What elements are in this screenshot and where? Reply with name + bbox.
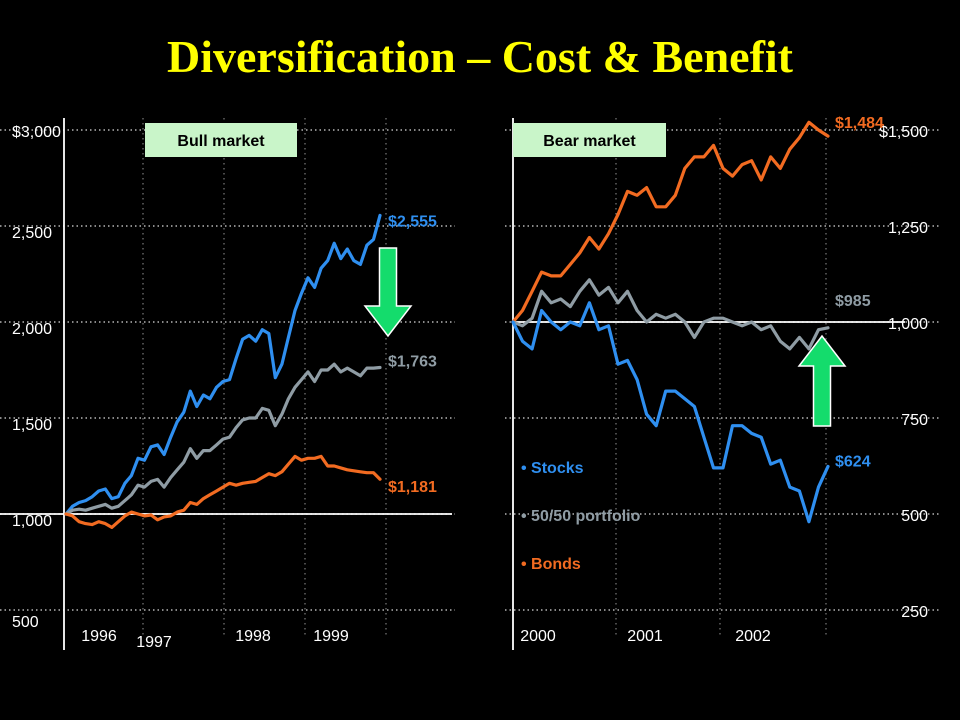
y-tick-label: $3,000 xyxy=(12,124,61,141)
x-tick-label: 2001 xyxy=(627,628,663,645)
bear-market-chart: $1,500 1,250 1,000 750 500 250 2000 2001 2002 $1,… xyxy=(505,115,940,650)
market-badge xyxy=(513,123,666,157)
legend-item-stocks: • Stocks xyxy=(521,460,584,477)
end-value-label-bonds: $1,484 xyxy=(835,115,884,132)
y-tick-label: 1,000 xyxy=(888,316,928,333)
x-tick-label: 2002 xyxy=(735,628,771,645)
arrow-up-icon xyxy=(797,334,847,427)
page-title: Diversification – Cost & Benefit xyxy=(167,31,793,82)
y-tick-label: 1,000 xyxy=(12,513,52,530)
y-tick-label: 500 xyxy=(901,508,928,525)
end-value-label-stocks: $2,555 xyxy=(388,213,437,230)
series-line-bonds xyxy=(511,120,830,324)
x-tick-label: 1998 xyxy=(235,628,271,645)
y-tick-label: 750 xyxy=(901,412,928,429)
legend: • Stocks • 50/50 portfolio • Bonds xyxy=(521,460,641,573)
y-tick-label: 1,250 xyxy=(888,220,928,237)
end-value-label-portfolio: $985 xyxy=(835,293,871,310)
y-tick-label: $1,500 xyxy=(879,124,928,141)
end-value-label-bonds: $1,181 xyxy=(388,479,437,496)
legend-item-portfolio: • 50/50 portfolio xyxy=(521,508,641,525)
end-value-label-stocks: $624 xyxy=(835,453,871,470)
bull-market-chart: $3,000 2,500 2,000 1,500 1,000 500 1996 1997 199… xyxy=(0,118,455,651)
market-badge-label: Bear market xyxy=(543,133,636,150)
y-tick-label: 250 xyxy=(901,604,928,621)
series-line-stocks xyxy=(64,213,382,516)
y-tick-label: 500 xyxy=(12,614,39,631)
series-line-stocks xyxy=(511,301,830,524)
legend-item-bonds: • Bonds xyxy=(521,556,581,573)
x-tick-label: 1997 xyxy=(136,634,172,651)
arrow-down-icon xyxy=(363,247,413,338)
series-line-portfolio xyxy=(64,362,382,516)
x-tick-label: 1999 xyxy=(313,628,349,645)
market-badge-label: Bull market xyxy=(177,133,265,150)
y-tick-label: 1,500 xyxy=(12,417,52,434)
series-line-bonds xyxy=(64,454,382,530)
market-badge xyxy=(145,123,297,157)
y-tick-label: 2,000 xyxy=(12,321,52,338)
x-tick-label: 1996 xyxy=(81,628,117,645)
x-tick-label: 2000 xyxy=(520,628,556,645)
series-line-portfolio xyxy=(511,278,830,351)
end-value-label-portfolio: $1,763 xyxy=(388,354,437,371)
y-tick-label: 2,500 xyxy=(12,225,52,242)
